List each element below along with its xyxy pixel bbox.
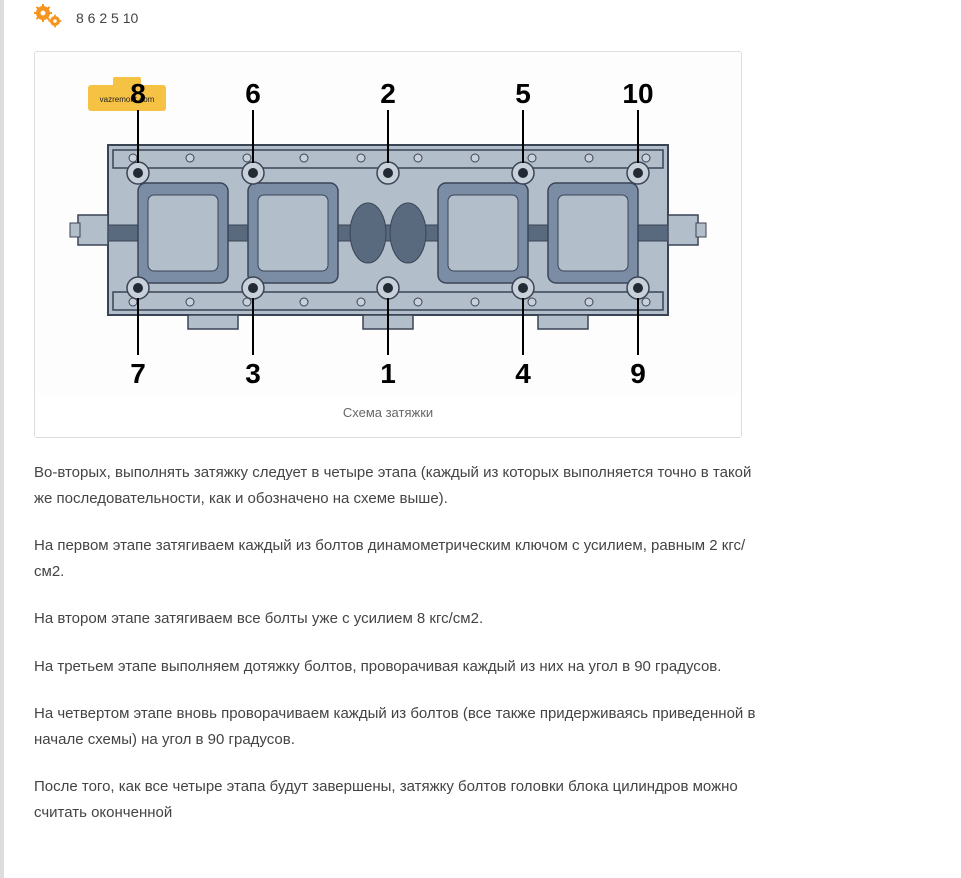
svg-text:10: 10 bbox=[622, 78, 653, 109]
svg-text:vazremont.com: vazremont.com bbox=[100, 95, 155, 104]
torque-diagram: vazremont.com bbox=[38, 55, 738, 395]
svg-text:2: 2 bbox=[380, 78, 396, 109]
gear-icon bbox=[34, 4, 64, 31]
svg-text:8: 8 bbox=[130, 78, 146, 109]
svg-text:4: 4 bbox=[515, 358, 531, 389]
paragraph-5: На четвертом этапе вновь проворачиваем к… bbox=[34, 701, 764, 752]
svg-text:7: 7 bbox=[130, 358, 146, 389]
paragraph-2: На первом этапе затягиваем каждый из бол… bbox=[34, 533, 764, 584]
paragraph-4: На третьем этапе выполняем дотяжку болто… bbox=[34, 654, 764, 680]
svg-text:1: 1 bbox=[380, 358, 396, 389]
page-container: 8 6 2 5 10 vazremont.com bbox=[0, 0, 961, 878]
paragraph-3: На втором этапе затягиваем все болты уже… bbox=[34, 606, 764, 632]
paragraph-1: Во-вторых, выполнять затяжку следует в ч… bbox=[34, 460, 764, 511]
figure-container: vazremont.com bbox=[34, 51, 742, 438]
svg-text:5: 5 bbox=[515, 78, 531, 109]
svg-text:9: 9 bbox=[630, 358, 646, 389]
svg-text:3: 3 bbox=[245, 358, 261, 389]
top-numbers-text: 8 6 2 5 10 bbox=[76, 10, 138, 26]
top-row: 8 6 2 5 10 bbox=[34, 0, 931, 41]
figure-caption: Схема затяжки bbox=[38, 395, 738, 434]
svg-text:6: 6 bbox=[245, 78, 261, 109]
paragraph-6: После того, как все четыре этапа будут з… bbox=[34, 774, 764, 825]
